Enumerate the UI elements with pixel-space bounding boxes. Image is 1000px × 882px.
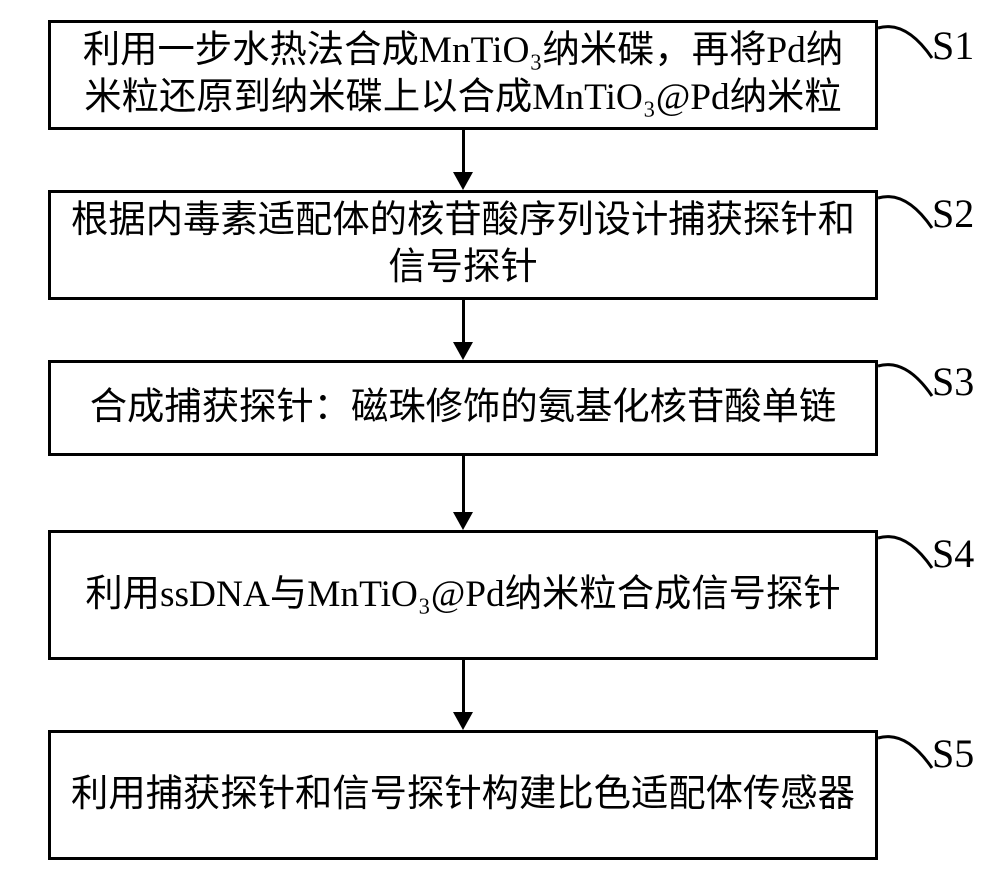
arrow-head-3 (453, 512, 473, 530)
connector-curve-s2 (876, 188, 938, 238)
connector-curve-s3 (876, 356, 938, 406)
step-text: 利用捕获探针和信号探针构建比色适配体传感器 (71, 772, 855, 819)
arrow-head-1 (453, 172, 473, 190)
connector-curve-s1 (876, 18, 938, 68)
step-label-s2: S2 (932, 190, 974, 237)
step-label-s3: S3 (932, 358, 974, 405)
step-label-s5: S5 (932, 730, 974, 777)
step-text: 利用ssDNA与MnTiO₃@Pd纳米粒合成信号探针 (85, 572, 840, 619)
step-box-s3: 合成捕获探针：磁珠修饰的氨基化核苷酸单链 (48, 360, 878, 456)
step-label-s4: S4 (932, 530, 974, 577)
step-text: 利用一步水热法合成MnTiO₃纳米碟，再将Pd纳米粒还原到纳米碟上以合成MnTi… (65, 28, 861, 121)
arrow-head-4 (453, 712, 473, 730)
connector-curve-s5 (876, 728, 938, 778)
step-box-s5: 利用捕获探针和信号探针构建比色适配体传感器 (48, 730, 878, 860)
flowchart-canvas: 利用一步水热法合成MnTiO₃纳米碟，再将Pd纳米粒还原到纳米碟上以合成MnTi… (0, 0, 1000, 882)
arrow-head-2 (453, 342, 473, 360)
arrow-shaft-2 (462, 300, 465, 342)
step-box-s4: 利用ssDNA与MnTiO₃@Pd纳米粒合成信号探针 (48, 530, 878, 660)
step-label-s1: S1 (932, 22, 974, 69)
step-text: 合成捕获探针：磁珠修饰的氨基化核苷酸单链 (90, 385, 837, 432)
step-box-s2: 根据内毒素适配体的核苷酸序列设计捕获探针和信号探针 (48, 190, 878, 300)
arrow-shaft-1 (462, 130, 465, 172)
connector-curve-s4 (876, 528, 938, 578)
step-box-s1: 利用一步水热法合成MnTiO₃纳米碟，再将Pd纳米粒还原到纳米碟上以合成MnTi… (48, 20, 878, 130)
arrow-shaft-3 (462, 456, 465, 514)
arrow-shaft-4 (462, 660, 465, 714)
step-text: 根据内毒素适配体的核苷酸序列设计捕获探针和信号探针 (65, 198, 861, 291)
